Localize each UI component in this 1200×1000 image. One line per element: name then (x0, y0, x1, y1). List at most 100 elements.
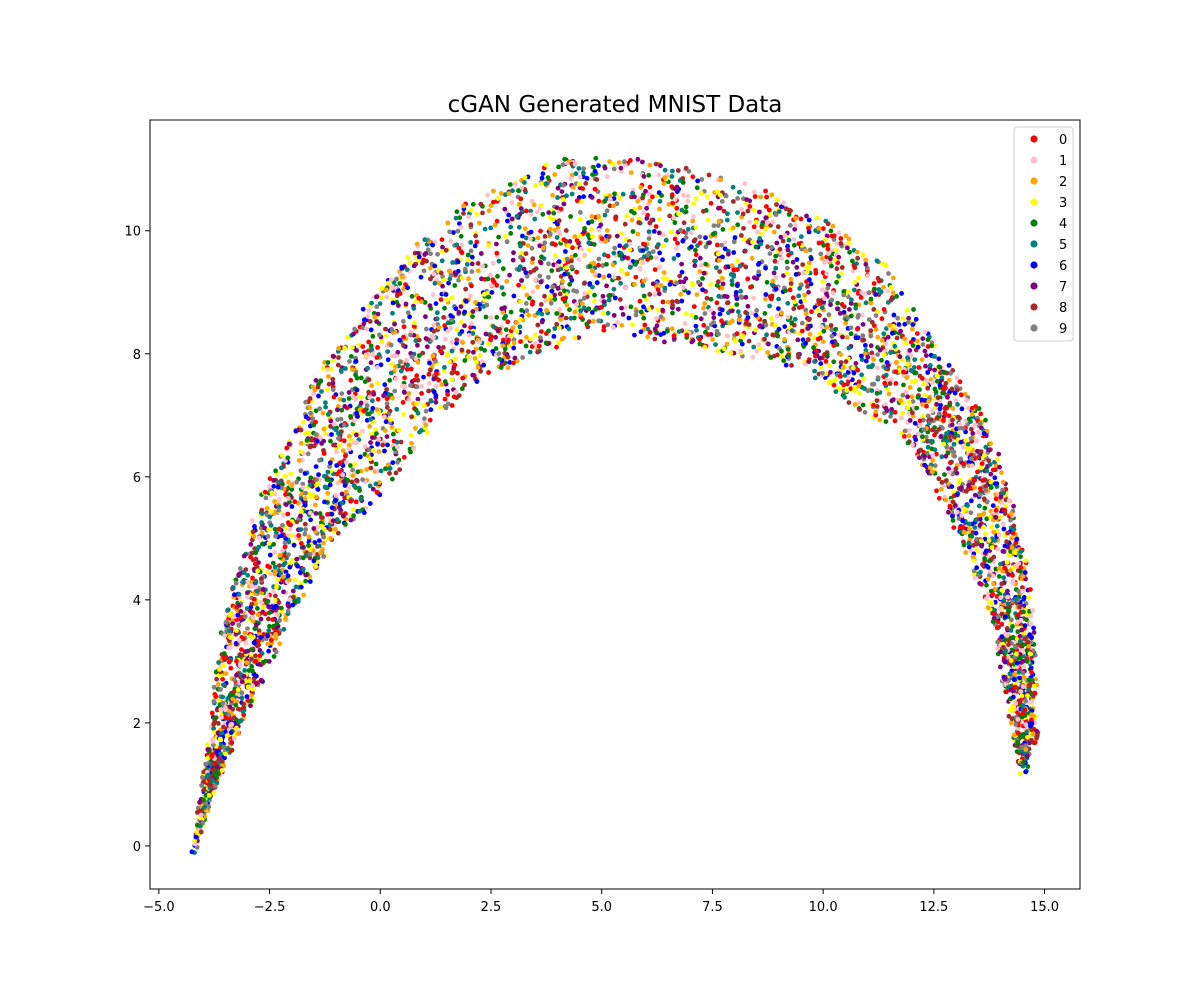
scatter-point (819, 365, 824, 371)
scatter-point (692, 263, 698, 269)
scatter-point (360, 477, 365, 482)
scatter-point (866, 364, 871, 370)
scatter-point (1034, 733, 1040, 739)
scatter-point (586, 247, 592, 253)
scatter-point (524, 292, 530, 298)
scatter-point (734, 302, 740, 307)
scatter-point (966, 482, 971, 488)
scatter-point (1020, 648, 1025, 653)
scatter-point (899, 291, 904, 296)
scatter-point (729, 308, 735, 314)
scatter-point (233, 682, 239, 688)
scatter-point (393, 364, 398, 370)
scatter-point (731, 267, 737, 273)
scatter-point (391, 438, 397, 444)
scatter-point (970, 431, 976, 436)
scatter-point (982, 556, 987, 561)
scatter-point (552, 326, 558, 331)
scatter-point (516, 282, 521, 288)
scatter-point (426, 381, 432, 386)
scatter-point (860, 322, 866, 327)
scatter-point (589, 234, 595, 239)
scatter-point (511, 345, 517, 351)
scatter-point (895, 315, 900, 321)
scatter-point (538, 181, 544, 187)
scatter-point (912, 357, 918, 362)
scatter-point (201, 787, 207, 793)
scatter-point (611, 313, 617, 318)
scatter-point (558, 274, 564, 279)
scatter-point (889, 398, 895, 404)
scatter-point (542, 234, 548, 239)
scatter-point (701, 305, 706, 311)
scatter-point (427, 360, 432, 366)
scatter-point (618, 165, 624, 171)
scatter-point (470, 314, 475, 319)
scatter-point (626, 315, 632, 321)
scatter-point (832, 377, 838, 383)
scatter-point (701, 322, 707, 328)
scatter-point (964, 397, 969, 403)
scatter-point (802, 298, 807, 303)
scatter-point (858, 295, 864, 300)
scatter-point (1020, 684, 1026, 689)
scatter-point (221, 651, 227, 656)
scatter-point (596, 227, 602, 233)
scatter-point (263, 495, 269, 501)
scatter-point (589, 195, 595, 200)
scatter-point (953, 398, 959, 403)
scatter-point (874, 398, 880, 403)
scatter-point (262, 525, 268, 531)
scatter-point (963, 489, 969, 494)
scatter-point (1027, 677, 1032, 683)
scatter-point (786, 212, 792, 217)
scatter-point (881, 352, 887, 357)
scatter-point (647, 292, 653, 297)
scatter-point (228, 665, 234, 671)
scatter-point (850, 365, 856, 371)
scatter-point (503, 192, 508, 198)
scatter-point (782, 233, 788, 238)
scatter-point (845, 245, 850, 251)
scatter-point (194, 844, 200, 850)
scatter-point (863, 343, 868, 348)
scatter-point (633, 259, 639, 265)
scatter-point (384, 387, 389, 392)
scatter-point (482, 297, 487, 303)
scatter-point (830, 223, 836, 229)
scatter-point (1005, 530, 1011, 536)
scatter-point (916, 365, 922, 370)
scatter-point (731, 238, 737, 244)
scatter-point (656, 172, 662, 178)
scatter-point (658, 314, 664, 320)
scatter-point (320, 515, 325, 520)
scatter-point (968, 436, 974, 441)
scatter-point (389, 327, 395, 333)
scatter-point (215, 682, 221, 687)
scatter-point (367, 424, 372, 429)
scatter-point (744, 197, 750, 203)
scatter-point (244, 660, 250, 666)
scatter-point (243, 640, 249, 646)
scatter-point (273, 632, 278, 637)
scatter-point (775, 352, 780, 358)
scatter-point (638, 309, 644, 315)
scatter-point (509, 200, 515, 206)
scatter-point (630, 190, 635, 196)
scatter-point (853, 335, 859, 341)
scatter-point (1028, 587, 1033, 592)
scatter-point (838, 360, 844, 365)
scatter-point (824, 325, 830, 330)
scatter-point (751, 295, 757, 301)
scatter-point (693, 323, 699, 329)
scatter-point (290, 588, 296, 594)
scatter-point (300, 485, 306, 490)
scatter-point (818, 361, 824, 366)
scatter-point (471, 349, 476, 355)
scatter-point (298, 449, 304, 455)
scatter-point (405, 254, 411, 260)
scatter-point (950, 417, 955, 423)
scatter-point (254, 673, 259, 679)
scatter-point (211, 726, 217, 732)
scatter-point (798, 216, 804, 222)
